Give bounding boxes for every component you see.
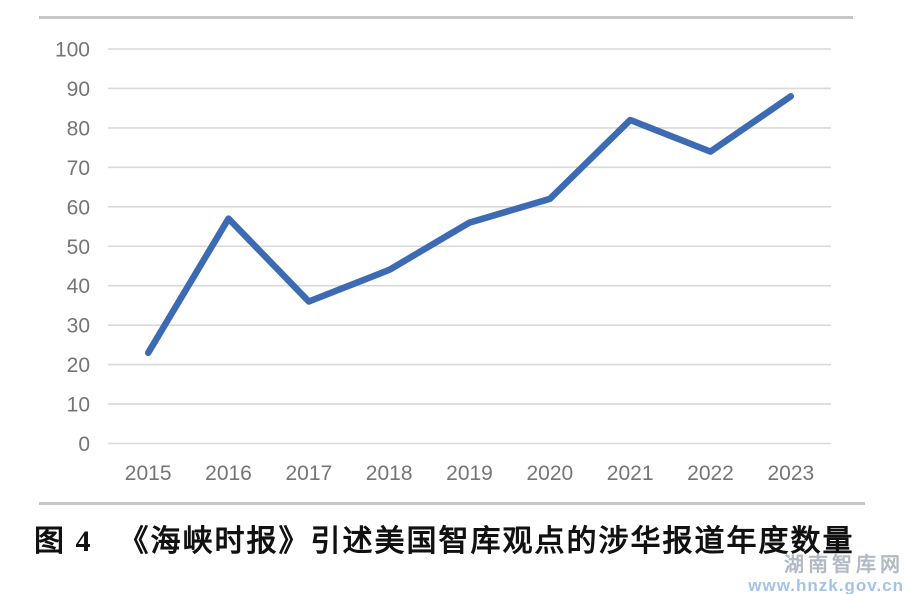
y-tick-label: 0 bbox=[78, 433, 90, 456]
y-tick-label: 40 bbox=[67, 275, 90, 298]
data-line-series bbox=[144, 93, 795, 357]
x-tick-label: 2017 bbox=[285, 462, 332, 485]
x-tick-label: 2023 bbox=[767, 462, 814, 485]
figure-caption: 图 4 《海峡时报》引述美国智库观点的涉华报道年度数量 bbox=[34, 524, 894, 560]
y-tick-label: 80 bbox=[67, 117, 90, 140]
y-tick-label: 50 bbox=[67, 236, 90, 259]
y-tick-label: 30 bbox=[67, 315, 90, 338]
y-tick-label: 10 bbox=[67, 394, 90, 417]
x-tick-label: 2019 bbox=[446, 462, 493, 485]
y-tick-label: 60 bbox=[67, 196, 90, 219]
bottom-divider bbox=[39, 502, 865, 505]
x-tick-label: 2018 bbox=[366, 462, 413, 485]
watermark-site-name: 湖南智库网 bbox=[784, 554, 904, 576]
top-divider bbox=[39, 16, 853, 19]
watermark: 湖南智库网 www.hnzk.gov.cn bbox=[748, 555, 904, 594]
y-tick-label: 100 bbox=[55, 39, 90, 62]
y-tick-label: 70 bbox=[67, 157, 90, 180]
figure-number: 图 4 bbox=[34, 525, 93, 558]
y-tick-label: 90 bbox=[67, 78, 90, 101]
x-tick-label: 2016 bbox=[205, 462, 252, 485]
x-tick-label: 2015 bbox=[125, 462, 172, 485]
x-tick-label: 2021 bbox=[607, 462, 654, 485]
y-tick-label: 20 bbox=[67, 354, 90, 377]
figure-title: 《海峡时报》引述美国智库观点的涉华报道年度数量 bbox=[118, 525, 855, 558]
watermark-url: www.hnzk.gov.cn bbox=[748, 576, 904, 594]
x-tick-label: 2022 bbox=[687, 462, 734, 485]
x-tick-label: 2020 bbox=[526, 462, 573, 485]
